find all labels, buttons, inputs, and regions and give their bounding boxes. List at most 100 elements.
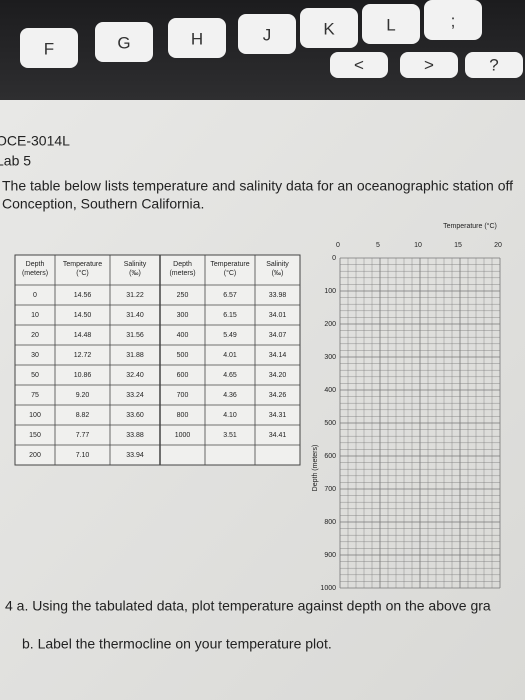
x-tick-label: 20 [494, 242, 502, 249]
table-cell: 600 [177, 372, 189, 379]
table-cell: 12.72 [74, 352, 92, 359]
table-cell: 33.88 [126, 432, 144, 439]
table-cell: 6.15 [223, 312, 237, 319]
y-tick-label: 400 [324, 387, 336, 394]
header-part: Depth [26, 261, 45, 268]
table-cell: 8.82 [76, 412, 90, 419]
table-cell: 32.40 [126, 372, 144, 379]
table-cell: 4.01 [223, 352, 237, 359]
y-tick-label: 700 [324, 486, 336, 493]
key-label: K [323, 19, 335, 38]
x-tick-label: 0 [336, 242, 340, 249]
table-cell: 34.31 [269, 412, 287, 419]
table-cell: 3.51 [223, 432, 237, 439]
header-part: (°C) [76, 269, 89, 277]
table-header: Temperature (°C) [63, 261, 102, 277]
table-cell: 33.94 [126, 452, 144, 459]
table-cell: 500 [177, 352, 189, 359]
table-header: Depth (meters) [169, 261, 195, 277]
course: OCE-3014L [0, 133, 70, 149]
header-part: (°C) [224, 269, 237, 277]
key [300, 8, 358, 48]
table-cell: 6.57 [223, 292, 237, 299]
header-part: (meters) [22, 270, 48, 277]
table-header: Temperature (°C) [210, 261, 249, 277]
table-cell: 9.20 [76, 392, 90, 399]
key-label: L [386, 15, 395, 34]
table-border [14, 254, 301, 466]
table-cell: 34.14 [269, 352, 287, 359]
header-part: (meters) [169, 270, 195, 277]
table-cell: 0 [33, 292, 37, 299]
table-cell: 700 [177, 392, 189, 399]
table-cell: 30 [31, 352, 39, 359]
y-tick-label: 800 [324, 519, 336, 526]
y-tick-label: 1000 [320, 585, 336, 592]
key-label: ; [451, 11, 456, 30]
table-cell: 7.10 [76, 452, 90, 459]
table-cell: 34.07 [269, 332, 287, 339]
table-cell: 4.65 [223, 372, 237, 379]
table-cell: 33.24 [126, 392, 144, 399]
table-cell: 31.56 [126, 332, 144, 339]
lab: Lab 5 [0, 153, 31, 169]
table-cell: 31.40 [126, 312, 144, 319]
key-label: H [191, 29, 203, 48]
table-cell: 50 [31, 372, 39, 379]
table-cell: 20 [31, 332, 39, 339]
table-cell: 33.98 [269, 292, 287, 299]
key-label: J [263, 25, 272, 44]
header-part: (‰) [272, 270, 284, 277]
y-tick-label: 200 [324, 321, 336, 328]
table-cell: 4.10 [223, 412, 237, 419]
key [465, 52, 523, 78]
table-cell: 1000 [175, 432, 191, 439]
x-tick-label: 10 [414, 242, 422, 249]
table-cell: 800 [177, 412, 189, 419]
key [20, 28, 78, 68]
key-label: < [354, 55, 364, 74]
table-cell: 400 [177, 332, 189, 339]
table-cell: 200 [29, 452, 41, 459]
table-cell: 10.86 [74, 372, 92, 379]
key [424, 0, 482, 40]
header-part: Temperature [63, 261, 102, 268]
table-cell: 31.22 [126, 292, 144, 299]
table-cell: 14.56 [74, 292, 92, 299]
table-cell: 31.88 [126, 352, 144, 359]
table-cell: 33.60 [126, 412, 144, 419]
key-label: F [44, 39, 54, 58]
graph-y-label: Depth (meters) [312, 445, 319, 492]
intro-line: Conception, Southern California. [2, 196, 204, 212]
header-part: Temperature [210, 261, 249, 268]
table-cell: 34.20 [269, 372, 287, 379]
table-cell: 34.41 [269, 432, 287, 439]
x-tick-label: 15 [454, 242, 462, 249]
table-cell: 10 [31, 312, 39, 319]
x-tick-label: 5 [376, 242, 380, 249]
graph-x-label: Temperature (°C) [443, 222, 497, 230]
key [168, 18, 226, 58]
y-tick-label: 0 [332, 255, 336, 262]
key-label: > [424, 55, 434, 74]
y-tick-label: 300 [324, 354, 336, 361]
table-cell: 300 [177, 312, 189, 319]
question: 4 a. Using the tabulated data, plot temp… [5, 598, 491, 614]
content: F G H J K L; < >? OCE-3014L Lab 5 The table below … [0, 0, 523, 652]
table-cell: 34.01 [269, 312, 287, 319]
table-header: Salinity (‰) [266, 261, 289, 277]
table-cell: 14.48 [74, 332, 92, 339]
header-part: (‰) [129, 270, 141, 277]
table-cell: 34.26 [269, 392, 287, 399]
key-label: G [117, 33, 130, 52]
header-part: Salinity [266, 261, 289, 268]
table-header: Salinity (‰) [124, 261, 147, 277]
y-tick-label: 500 [324, 420, 336, 427]
table-cell: 5.49 [223, 332, 237, 339]
table-cell: 100 [29, 412, 41, 419]
table-cell: 14.50 [74, 312, 92, 319]
key [400, 52, 458, 78]
header-part: Salinity [124, 261, 147, 268]
